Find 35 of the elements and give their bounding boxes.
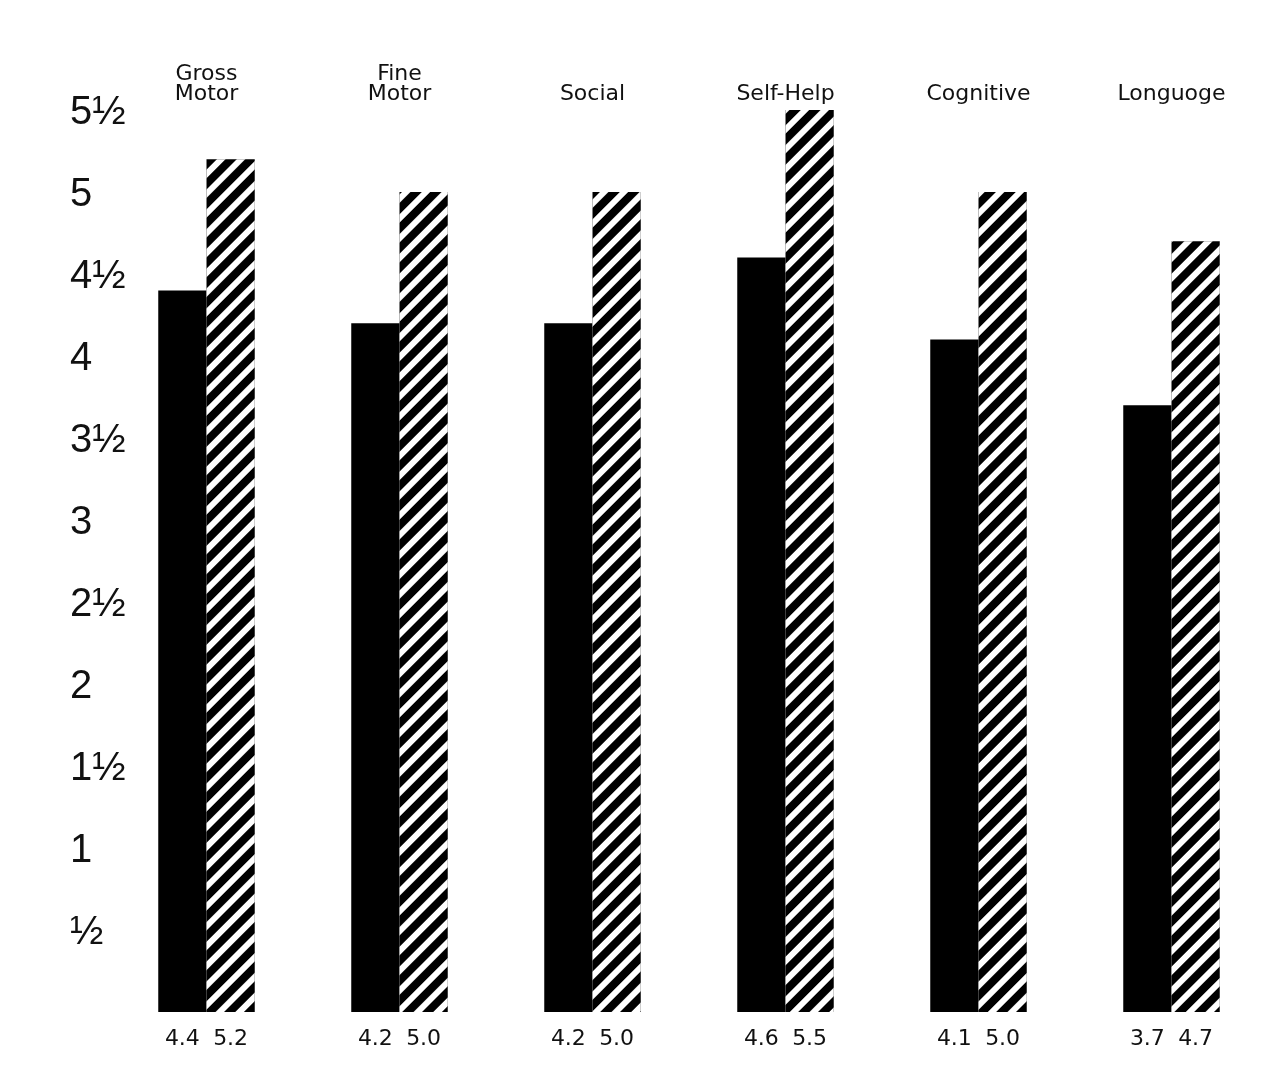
- data-label: 5.0: [599, 1024, 635, 1050]
- data-label: 5.5: [792, 1024, 828, 1050]
- data-label: 4.1: [936, 1024, 972, 1050]
- data-label: 5.2: [213, 1024, 249, 1050]
- y-tick-label: 3: [70, 498, 93, 542]
- y-tick-label: 4: [70, 334, 93, 378]
- data-label: 3.7: [1129, 1024, 1165, 1050]
- y-tick-label: 2: [70, 662, 93, 706]
- y-tick-label: 1: [70, 826, 93, 870]
- y-tick-label: 1½: [70, 744, 126, 788]
- data-label: 4.2: [550, 1024, 586, 1050]
- data-label: 4.6: [743, 1024, 779, 1050]
- y-tick-label: 5½: [70, 88, 126, 132]
- x-tick-label: Self-Help: [736, 79, 835, 105]
- data-label: 5.0: [406, 1024, 442, 1050]
- x-tick-label: Gross Motor: [174, 59, 240, 105]
- bar: [544, 323, 593, 1012]
- bar: [158, 290, 207, 1012]
- data-label: 4.4: [164, 1024, 200, 1050]
- bar: [1123, 405, 1172, 1012]
- y-tick-label: 5: [70, 170, 93, 214]
- x-tick-label: Cognitive: [926, 79, 1031, 105]
- x-tick-label: Longuoge: [1117, 79, 1226, 105]
- data-label: 4.7: [1178, 1024, 1214, 1050]
- bar: [737, 257, 786, 1012]
- data-label: 4.2: [357, 1024, 393, 1050]
- y-tick-label: 3½: [70, 416, 126, 460]
- bar: [930, 339, 979, 1012]
- x-tick-label: Social: [559, 79, 626, 105]
- data-label: 5.0: [985, 1024, 1021, 1050]
- y-tick-label: 4½: [70, 252, 126, 296]
- x-tick-label: Fine Motor: [367, 59, 433, 105]
- bar: [351, 323, 400, 1012]
- y-tick-label: ½: [70, 908, 104, 952]
- y-tick-label: 2½: [70, 580, 126, 624]
